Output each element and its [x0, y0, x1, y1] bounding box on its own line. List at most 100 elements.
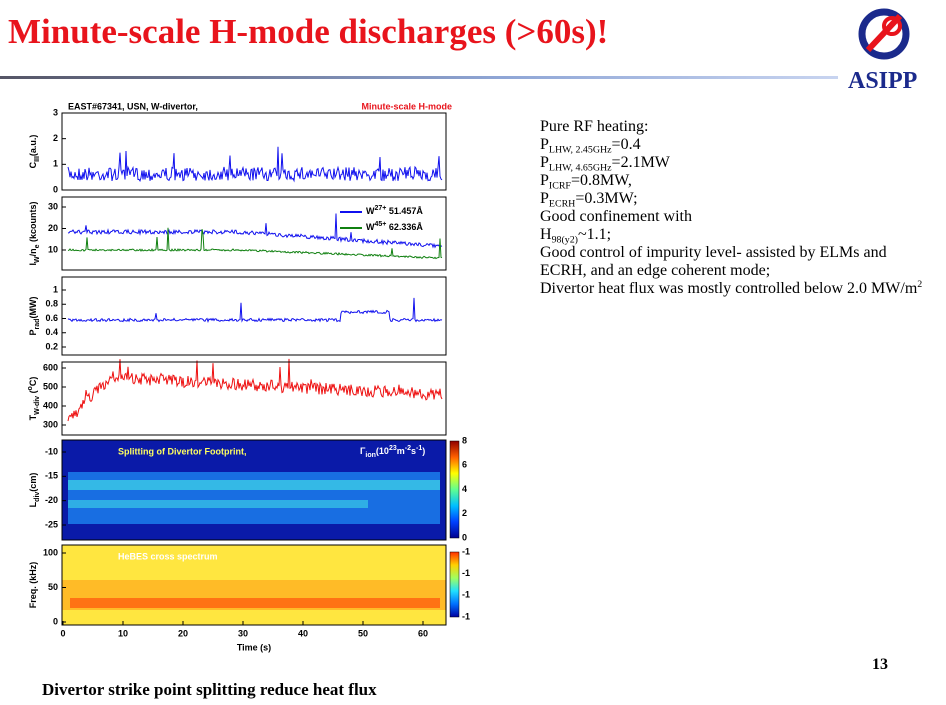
text-run: =0.8MW, [570, 172, 632, 189]
text-run: o [27, 386, 34, 390]
text-run: LHW, 2.45GHz [548, 144, 612, 156]
text-run: W [366, 222, 375, 232]
text-run: P [540, 154, 549, 171]
text-run: 45+ [375, 221, 387, 228]
y-tick-label: 0 [53, 184, 58, 194]
y-tick-label: 1 [53, 284, 58, 294]
bullet-text: Divertor heat flux was mostly controlled… [540, 280, 935, 298]
text-run: =0.3MW; [575, 190, 638, 207]
page-number: 13 [872, 656, 888, 673]
title-rule [0, 76, 838, 79]
text-run: 62.336Å [386, 222, 423, 232]
bullet-text: Good control of impurity level- assisted… [540, 244, 935, 280]
panel-frame [61, 112, 447, 191]
detail: PLHW, 4.65GHz=2.1MW [540, 154, 935, 174]
colorbar-tick-label: -18 [462, 611, 470, 621]
spectrogram-decoration [68, 472, 440, 524]
text-run: =0.4 [611, 136, 641, 153]
y-tick-label: 3 [53, 107, 58, 117]
text-run: rad [34, 319, 41, 330]
y-axis-label: CIII(a.u.) [28, 135, 41, 169]
text-run: ion [365, 452, 376, 459]
text-run: Freq. (kHz) [28, 562, 38, 609]
text-run: Good confinement with [540, 208, 692, 225]
colorbar-tick-label: -16 [462, 590, 470, 600]
bullet: Divertor heat flux was mostly controlled… [540, 280, 935, 298]
y-tick-label: 300 [43, 419, 58, 429]
y-tick-label: -20 [45, 495, 58, 505]
text-run: ICRF [548, 180, 571, 192]
text-run: P [540, 136, 549, 153]
y-tick-label: 100 [43, 547, 58, 557]
text-run: W [366, 206, 375, 216]
trace-decoration [67, 227, 443, 260]
text-run: Pure RF heating: [540, 118, 649, 135]
text-run: (10 [376, 446, 389, 456]
y-tick-label: 50 [48, 582, 58, 592]
text-run: (kcounts) [28, 201, 38, 244]
detail: PLHW, 2.45GHz=0.4 [540, 136, 935, 156]
y-tick-label: -10 [45, 446, 58, 456]
y-tick-label: 0.4 [45, 327, 58, 337]
text-run: 51.457Å [386, 206, 423, 216]
panel-annotation: HeBES cross spectrum [118, 551, 218, 561]
text-run: Γ [360, 446, 366, 456]
text-run: LHW, 4.65GHz [548, 162, 612, 174]
text-run: ECRH [548, 198, 576, 210]
trace-decoration [67, 297, 443, 323]
text-run: -1 [416, 445, 422, 452]
text-run: (a.u.) [28, 135, 38, 157]
spectrogram-decoration [70, 598, 440, 608]
text-run: P [540, 190, 549, 207]
figure-caption: Divertor strike point splitting reduce h… [42, 680, 377, 699]
text-run: div [34, 492, 41, 502]
x-tick-label: 30 [238, 628, 248, 638]
text-run: /n [28, 248, 38, 256]
text-run: ~1.1; [577, 226, 612, 243]
y-tick-label: 400 [43, 400, 58, 410]
y-axis-label: TW-div (oC) [27, 377, 41, 421]
detail: PICRF=0.8MW, [540, 172, 935, 192]
bullet: Good confinement with H98(y2)~1.1; [540, 208, 935, 245]
bullet-list: Pure RF heating: PLHW, 2.45GHz=0.4 PLHW, 4… [540, 118, 935, 298]
bullet-text: Good confinement with [540, 208, 935, 226]
trace-decoration [67, 146, 443, 183]
logo-text: ASIPP [848, 68, 918, 94]
spectrogram-decoration [68, 480, 440, 490]
trace-decoration [67, 213, 443, 249]
text-run: I [28, 263, 38, 266]
colorbar-tick-label: 2 [462, 508, 467, 518]
text-run: 2 [917, 279, 923, 291]
text-run: 27+ [375, 205, 387, 212]
x-tick-label: 10 [118, 628, 128, 638]
colorbar [449, 551, 460, 618]
slide-title: Minute-scale H-mode discharges (>60s)! [8, 12, 609, 51]
y-tick-label: 0.8 [45, 299, 58, 309]
text-run: -2 [405, 445, 411, 452]
x-tick-label: 40 [298, 628, 308, 638]
colorbar-tick-label: -12 [462, 546, 470, 556]
legend-label: W45+ 62.336Å [366, 221, 423, 232]
colorbar-tick-label: 4 [462, 484, 467, 494]
figure-tag: Minute-scale H-mode [361, 101, 452, 111]
figure-header: EAST#67341, USN, W-divertor, [68, 101, 198, 111]
text-run: L [28, 501, 38, 507]
y-tick-label: 0.6 [45, 313, 58, 323]
text-run: e [34, 244, 41, 248]
colorbar-label: Γion(1023m-2s-1) [360, 445, 425, 459]
text-run: (MW) [28, 297, 38, 319]
y-tick-label: 600 [43, 362, 58, 372]
y-axis-label: Prad(MW) [28, 297, 41, 336]
detail: H98(y2)~1.1; [540, 226, 935, 245]
colorbar-tick-label: 6 [462, 460, 467, 470]
detail: PECRH=0.3MW; [540, 190, 935, 210]
colorbar [449, 440, 460, 539]
y-tick-label: 0 [53, 616, 58, 626]
panel-frame [61, 276, 447, 356]
text-run: C [28, 161, 38, 168]
text-run: P [540, 172, 549, 189]
text-run: Divertor heat flux was mostly controlled… [540, 280, 918, 297]
text-run: ) [422, 446, 425, 456]
text-run: s [411, 446, 416, 456]
